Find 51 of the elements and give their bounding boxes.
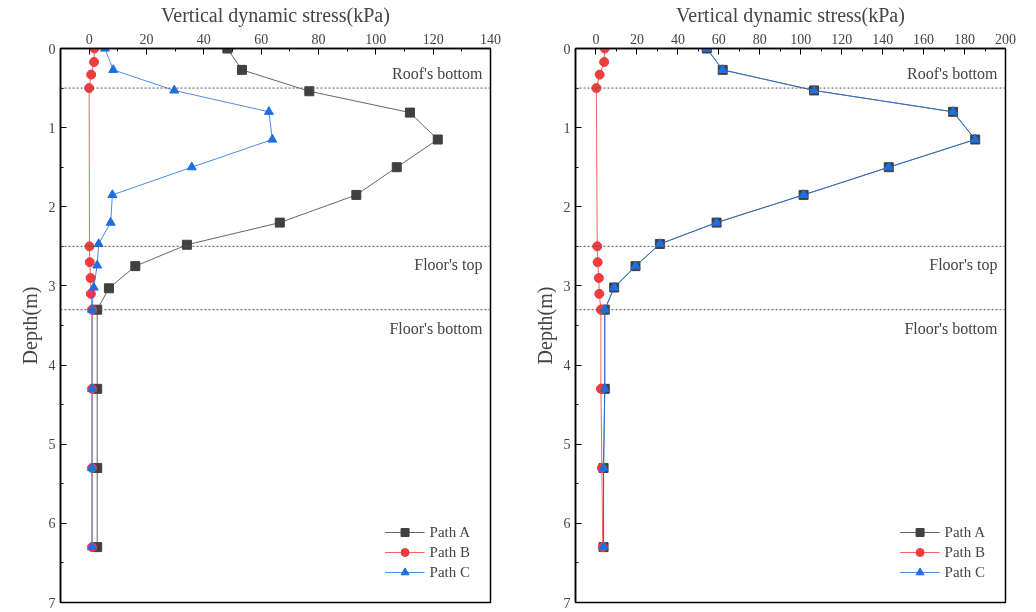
y-tick-label: 3 xyxy=(48,278,56,294)
y-axis-title: Depth(m) xyxy=(18,286,42,365)
y-tick-label: 1 xyxy=(48,120,56,136)
legend-label: Path A xyxy=(944,523,985,541)
y-tick-label: 0 xyxy=(48,41,56,57)
ref-line-label: Floor's bottom xyxy=(389,319,484,337)
x-tick-label: 0 xyxy=(592,31,600,47)
y-tick-label: 1 xyxy=(563,120,571,136)
x-axis-title: Vertical dynamic stress(kPa) xyxy=(676,3,905,27)
x-tick-label: 20 xyxy=(139,31,154,47)
y-tick-label: 6 xyxy=(563,516,571,532)
y-tick-label: 4 xyxy=(563,358,571,374)
y-tick-label: 0 xyxy=(563,41,571,57)
ref-line-label: Roof's bottom xyxy=(392,65,484,83)
legend-label: Path B xyxy=(944,543,985,561)
x-tick-label: 20 xyxy=(629,31,644,47)
x-tick-label: 120 xyxy=(422,31,444,47)
x-tick-label: 120 xyxy=(831,31,853,47)
x-tick-label: 180 xyxy=(954,31,976,47)
y-tick-label: 3 xyxy=(563,278,571,294)
ref-line-label: Floor's bottom xyxy=(904,319,999,337)
x-tick-label: 160 xyxy=(913,31,935,47)
y-tick-label: 6 xyxy=(48,516,56,532)
ref-line-label: Floor's top xyxy=(929,256,998,275)
y-tick-label: 2 xyxy=(563,199,571,215)
x-tick-label: 140 xyxy=(872,31,894,47)
x-tick-label: 100 xyxy=(790,31,812,47)
x-tick-label: 80 xyxy=(311,31,326,47)
legend-label: Path C xyxy=(429,563,470,581)
x-axis-title: Vertical dynamic stress(kPa) xyxy=(161,3,390,27)
x-tick-label: 200 xyxy=(995,31,1016,47)
y-axis-title: Depth(m) xyxy=(533,286,557,365)
ref-line-label: Roof's bottom xyxy=(907,65,999,83)
x-tick-label: 80 xyxy=(752,31,767,47)
ref-line-label: Floor's top xyxy=(414,256,483,275)
legend-label: Path B xyxy=(429,543,470,561)
y-tick-label: 2 xyxy=(48,199,56,215)
x-tick-label: 60 xyxy=(711,31,726,47)
y-tick-label: 7 xyxy=(48,595,56,611)
y-tick-label: 5 xyxy=(48,437,56,453)
legend-label: Path C xyxy=(944,563,985,581)
legend-label: Path A xyxy=(429,523,470,541)
x-tick-label: 140 xyxy=(480,31,501,47)
x-tick-label: 100 xyxy=(365,31,387,47)
y-tick-label: 4 xyxy=(48,358,56,374)
x-tick-label: 0 xyxy=(85,31,93,47)
y-tick-label: 7 xyxy=(563,595,571,611)
x-tick-label: 60 xyxy=(254,31,269,47)
x-tick-label: 40 xyxy=(196,31,211,47)
y-tick-label: 5 xyxy=(563,437,571,453)
x-tick-label: 40 xyxy=(670,31,685,47)
